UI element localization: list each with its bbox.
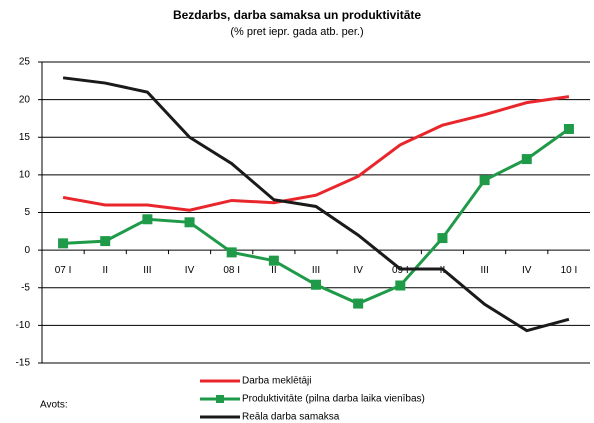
x-tick-label: III xyxy=(312,265,320,276)
y-tick-label: 25 xyxy=(19,57,31,68)
legend-label: Reāla darba samaksa xyxy=(242,412,340,423)
chart-title: Bezdarbs, darba samaksa un produktivitāt… xyxy=(173,8,421,22)
y-tick-label: -10 xyxy=(16,320,31,331)
y-tick-label: 15 xyxy=(19,132,31,143)
marker xyxy=(395,280,406,291)
x-tick-label: III xyxy=(143,265,151,276)
marker xyxy=(184,217,195,228)
marker xyxy=(563,123,574,134)
x-tick-label: IV xyxy=(522,265,532,276)
y-tick-label: 20 xyxy=(19,94,31,105)
x-tick-label: III xyxy=(480,265,488,276)
x-tick-label: 08 I xyxy=(223,265,240,276)
legend-label: Darba meklētāji xyxy=(242,376,311,387)
y-tick-label: 5 xyxy=(24,207,30,218)
marker xyxy=(142,214,153,225)
y-tick-label: 10 xyxy=(19,170,31,181)
series-line xyxy=(62,95,570,212)
marker xyxy=(100,236,111,247)
source: Avots: xyxy=(40,400,68,411)
series-line xyxy=(62,76,570,333)
marker xyxy=(268,255,279,266)
x-tick-label: 10 I xyxy=(561,265,578,276)
y-tick-label: -15 xyxy=(16,358,31,369)
x-tick-label: IV xyxy=(353,265,363,276)
marker xyxy=(58,238,69,249)
marker xyxy=(521,154,532,165)
y-tick-label: -5 xyxy=(21,282,30,293)
chart-subtitle: (% pret iepr. gada atb. per.) xyxy=(230,26,363,38)
marker xyxy=(226,247,237,258)
marker xyxy=(479,175,490,186)
marker xyxy=(437,233,448,244)
y-tick-label: 0 xyxy=(24,245,30,256)
x-tick-label: IV xyxy=(185,265,195,276)
series-line xyxy=(62,127,570,306)
marker xyxy=(353,298,364,309)
x-tick-label: 07 I xyxy=(55,265,72,276)
legend-marker xyxy=(216,395,224,403)
marker xyxy=(311,279,321,290)
x-tick-label: II xyxy=(102,265,108,276)
legend-label: Produktivitāte (pilna darba laika vienīb… xyxy=(242,394,425,405)
x-tick-label: II xyxy=(271,265,277,276)
